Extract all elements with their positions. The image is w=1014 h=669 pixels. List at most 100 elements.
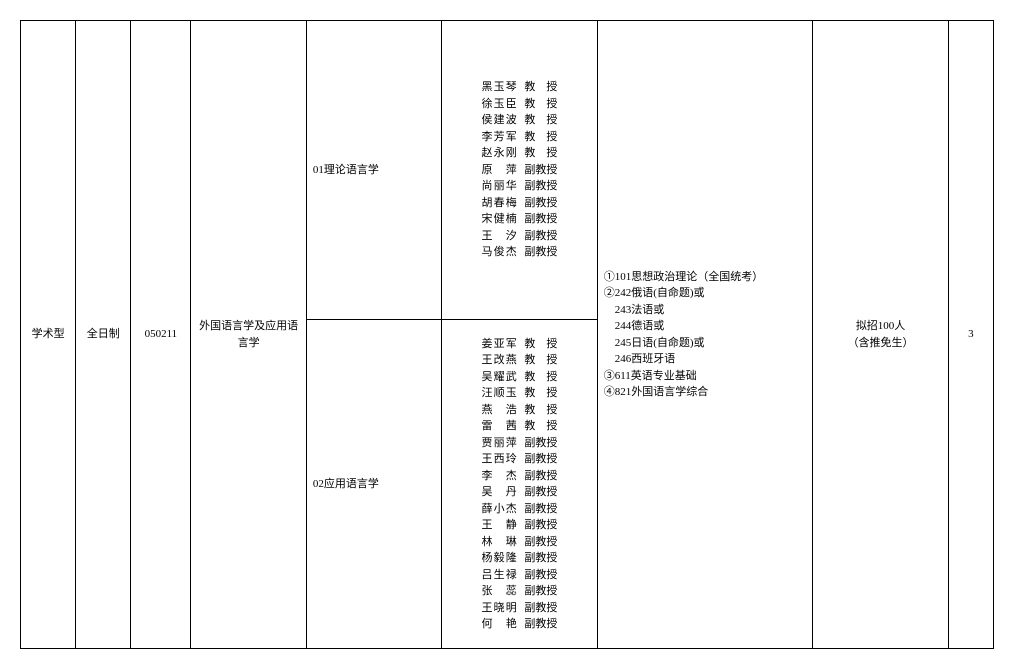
faculty-title: 教 授	[524, 96, 548, 113]
faculty-name: 王 静	[482, 517, 517, 534]
faculty-row: 王 静副教授	[482, 517, 558, 534]
faculty-name: 黑玉琴	[482, 79, 517, 96]
faculty-row: 尚丽华副教授	[482, 178, 558, 195]
faculty-row: 林 琳副教授	[482, 534, 558, 551]
faculty-title: 副教授	[524, 435, 557, 452]
faculty-title: 副教授	[524, 600, 557, 617]
exam-subjects-cell: ①101思想政治理论（全国统考）②242俄语(自命题)或 243法语或 244德…	[597, 21, 813, 649]
direction-cell-1: 01理论语言学	[306, 21, 441, 320]
faculty-name: 汪顺玉	[482, 385, 517, 402]
faculty-name: 王改燕	[482, 352, 517, 369]
faculty-name: 林 琳	[482, 534, 517, 551]
faculty-name: 侯建波	[482, 112, 517, 129]
study-mode-cell: 全日制	[76, 21, 131, 649]
faculty-name: 原 萍	[482, 162, 517, 179]
faculty-row: 马俊杰副教授	[482, 244, 558, 261]
faculty-row: 张 蕊副教授	[482, 583, 558, 600]
major-code-cell: 050211	[131, 21, 191, 649]
faculty-title: 副教授	[524, 244, 557, 261]
faculty-name: 张 蕊	[482, 583, 517, 600]
faculty-name: 燕 浩	[482, 402, 517, 419]
faculty-cell-2: 姜亚军教 授王改燕教 授吴耀武教 授汪顺玉教 授燕 浩教 授雷 茜教 授贾丽萍副…	[442, 320, 597, 649]
faculty-row: 李 杰副教授	[482, 468, 558, 485]
faculty-row: 王改燕教 授	[482, 352, 558, 369]
exam-line: 246西班牙语	[604, 351, 807, 368]
faculty-row: 雷 茜教 授	[482, 418, 558, 435]
faculty-title: 副教授	[524, 534, 557, 551]
faculty-title: 教 授	[524, 418, 548, 435]
faculty-row: 燕 浩教 授	[482, 402, 558, 419]
faculty-name: 雷 茜	[482, 418, 517, 435]
faculty-title: 教 授	[524, 145, 548, 162]
exam-line: ③611英语专业基础	[604, 368, 807, 385]
degree-type-cell: 学术型	[21, 21, 76, 649]
faculty-row: 薛小杰副教授	[482, 501, 558, 518]
exam-line: ①101思想政治理论（全国统考）	[604, 269, 807, 286]
faculty-row: 宋健楠副教授	[482, 211, 558, 228]
faculty-cell-1: 黑玉琴教 授徐玉臣教 授侯建波教 授李芳军教 授赵永刚教 授原 萍副教授尚丽华副…	[442, 21, 597, 320]
faculty-title: 教 授	[524, 129, 548, 146]
faculty-title: 副教授	[524, 567, 557, 584]
faculty-name: 李 杰	[482, 468, 517, 485]
faculty-row: 李芳军教 授	[482, 129, 558, 146]
faculty-row: 黑玉琴教 授	[482, 79, 558, 96]
faculty-name: 徐玉臣	[482, 96, 517, 113]
faculty-name: 王晓明	[482, 600, 517, 617]
faculty-title: 副教授	[524, 195, 557, 212]
faculty-name: 马俊杰	[482, 244, 517, 261]
faculty-row: 汪顺玉教 授	[482, 385, 558, 402]
exam-line: 245日语(自命题)或	[604, 335, 807, 352]
faculty-title: 副教授	[524, 211, 557, 228]
faculty-name: 杨毅隆	[482, 550, 517, 567]
faculty-title: 副教授	[524, 583, 557, 600]
exam-line: ④821外国语言学综合	[604, 384, 807, 401]
faculty-row: 杨毅隆副教授	[482, 550, 558, 567]
faculty-row: 吴 丹副教授	[482, 484, 558, 501]
duration-cell: 3	[948, 21, 993, 649]
faculty-title: 副教授	[524, 484, 557, 501]
faculty-name: 吕生禄	[482, 567, 517, 584]
direction-cell-2: 02应用语言学	[306, 320, 441, 649]
faculty-title: 副教授	[524, 517, 557, 534]
quota-cell: 拟招100人（含推免生）	[813, 21, 948, 649]
faculty-title: 副教授	[524, 550, 557, 567]
faculty-row: 姜亚军教 授	[482, 336, 558, 353]
faculty-name: 何 艳	[482, 616, 517, 633]
faculty-title: 教 授	[524, 112, 548, 129]
faculty-row: 王西玲副教授	[482, 451, 558, 468]
faculty-name: 姜亚军	[482, 336, 517, 353]
faculty-row: 王晓明副教授	[482, 600, 558, 617]
faculty-name: 吴耀武	[482, 369, 517, 386]
catalog-table: 学术型 全日制 050211 外国语言学及应用语言学 01理论语言学 黑玉琴教 …	[20, 20, 994, 649]
faculty-row: 贾丽萍副教授	[482, 435, 558, 452]
faculty-name: 薛小杰	[482, 501, 517, 518]
faculty-row: 吴耀武教 授	[482, 369, 558, 386]
faculty-title: 教 授	[524, 385, 548, 402]
faculty-title: 副教授	[524, 468, 557, 485]
faculty-title: 副教授	[524, 451, 557, 468]
faculty-row: 赵永刚教 授	[482, 145, 558, 162]
exam-line: 244德语或	[604, 318, 807, 335]
faculty-name: 吴 丹	[482, 484, 517, 501]
faculty-title: 教 授	[524, 369, 548, 386]
faculty-row: 吕生禄副教授	[482, 567, 558, 584]
faculty-name: 王西玲	[482, 451, 517, 468]
faculty-title: 副教授	[524, 162, 557, 179]
faculty-name: 胡春梅	[482, 195, 517, 212]
faculty-name: 尚丽华	[482, 178, 517, 195]
faculty-title: 教 授	[524, 336, 548, 353]
major-name-cell: 外国语言学及应用语言学	[191, 21, 306, 649]
faculty-row: 侯建波教 授	[482, 112, 558, 129]
exam-line: 243法语或	[604, 302, 807, 319]
faculty-title: 副教授	[524, 501, 557, 518]
faculty-name: 王 汐	[482, 228, 517, 245]
faculty-title: 副教授	[524, 616, 557, 633]
faculty-row: 徐玉臣教 授	[482, 96, 558, 113]
faculty-title: 教 授	[524, 79, 548, 96]
faculty-title: 副教授	[524, 178, 557, 195]
faculty-name: 贾丽萍	[482, 435, 517, 452]
faculty-row: 王 汐副教授	[482, 228, 558, 245]
exam-line: ②242俄语(自命题)或	[604, 285, 807, 302]
faculty-name: 宋健楠	[482, 211, 517, 228]
faculty-row: 原 萍副教授	[482, 162, 558, 179]
